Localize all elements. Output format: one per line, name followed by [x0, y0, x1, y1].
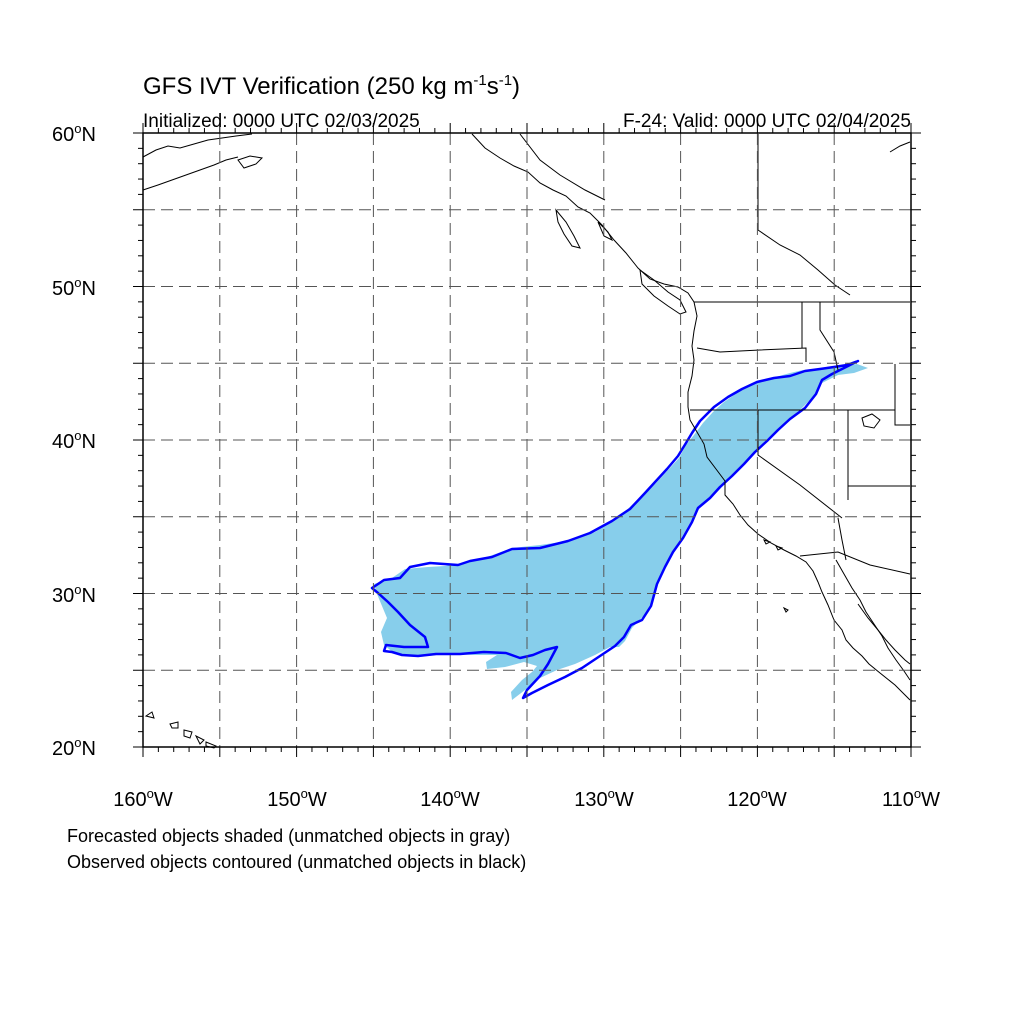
lon-label-140: 140oW	[420, 786, 480, 811]
lat-label-60: 60oN	[52, 121, 96, 146]
coastlines	[142, 133, 911, 749]
map-title: GFS IVT Verification (250 kg m-1s-1)	[143, 72, 520, 101]
observed-note: Observed objects contoured (unmatched ob…	[67, 852, 527, 872]
lat-label-20: 20oN	[52, 735, 96, 760]
lat-label-50: 50oN	[52, 275, 96, 300]
lat-label-30: 30oN	[52, 582, 96, 607]
lon-label-150: 150oW	[267, 786, 327, 811]
lon-label-110: 110oW	[882, 786, 940, 811]
lon-label-160: 160oW	[113, 786, 173, 811]
longitude-labels: 160oW 150oW 140oW 130oW 120oW 110oW	[113, 786, 940, 811]
title-suffix: )	[512, 73, 521, 100]
lat-label-40: 40oN	[52, 428, 96, 453]
forecast-note: Forecasted objects shaded (unmatched obj…	[67, 826, 511, 846]
graticule	[143, 133, 911, 747]
observed-ivt-contour	[370, 359, 860, 700]
title-exponent-1: -1	[473, 72, 487, 89]
forecast-ivt-object	[374, 364, 868, 700]
title-prefix: GFS IVT Verification (250 kg m	[143, 73, 474, 100]
boundaries	[519, 133, 911, 575]
map-frame	[142, 132, 912, 748]
lon-label-120: 120oW	[727, 786, 787, 811]
title-unit-s: s	[486, 73, 499, 100]
lon-label-130: 130oW	[574, 786, 634, 811]
initialized-time: Initialized: 0000 UTC 02/03/2025	[143, 111, 420, 132]
valid-time: F-24: Valid: 0000 UTC 02/04/2025	[623, 111, 911, 132]
latitude-labels: 60oN 50oN 40oN 30oN 20oN	[52, 121, 96, 760]
axis-ticks	[133, 123, 921, 757]
title-exponent-2: -1	[498, 72, 513, 89]
